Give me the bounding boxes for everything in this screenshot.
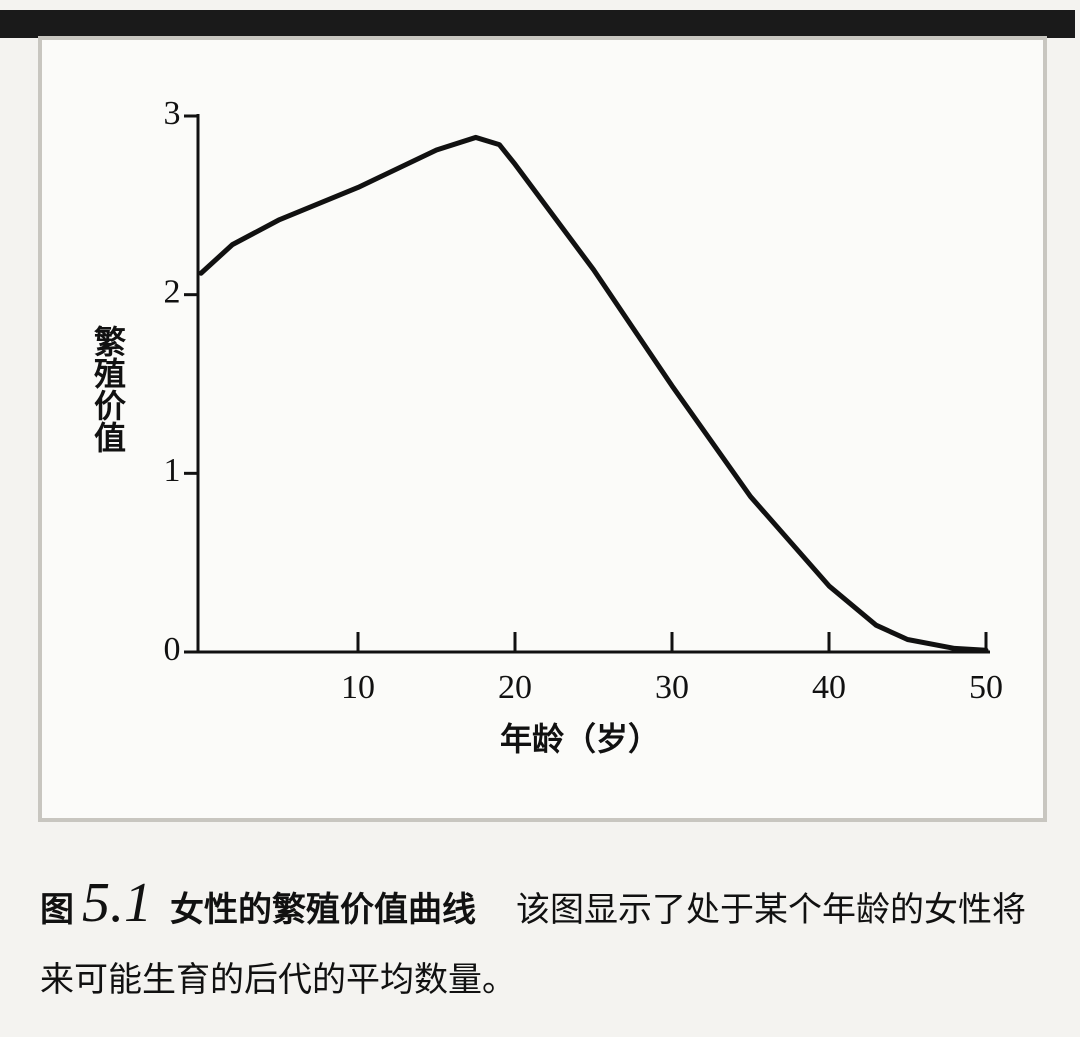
caption: 图 5.1 女性的繁殖价值曲线 该图显示了处于某个年龄的女性将来可能生育的后代的平均数… — [40, 868, 1050, 1015]
figure-label: 图 — [40, 890, 74, 930]
y-tick-label: 1 — [164, 452, 181, 489]
x-tick-label: 20 — [498, 669, 532, 706]
y-tick-label: 3 — [164, 95, 181, 132]
chart: 0 1 2 3 10 20 30 40 50 年龄（岁） 繁殖价值 — [0, 10, 1075, 822]
x-tick-label: 30 — [655, 669, 689, 706]
line — [198, 134, 989, 653]
x-axis-label: 年龄（岁） — [500, 720, 660, 758]
x-tick-label: 50 — [969, 669, 1003, 706]
caption-title: 女性的繁殖价值曲线 — [170, 890, 476, 930]
y-tick-label: 2 — [164, 273, 181, 310]
top-bar — [0, 10, 1075, 38]
caption-text: 该图显示了处于某个年龄的女性将来可能生育的后代的平均数量。 — [40, 890, 1026, 1000]
x-tick-label: 40 — [812, 669, 846, 706]
y-axis-label: 繁殖价值 — [89, 325, 127, 453]
x-tick-label: 10 — [341, 669, 375, 706]
figure-number: 5.1 — [82, 872, 152, 934]
figure-panel — [38, 36, 1047, 822]
y-tick-label: 0 — [164, 631, 181, 668]
